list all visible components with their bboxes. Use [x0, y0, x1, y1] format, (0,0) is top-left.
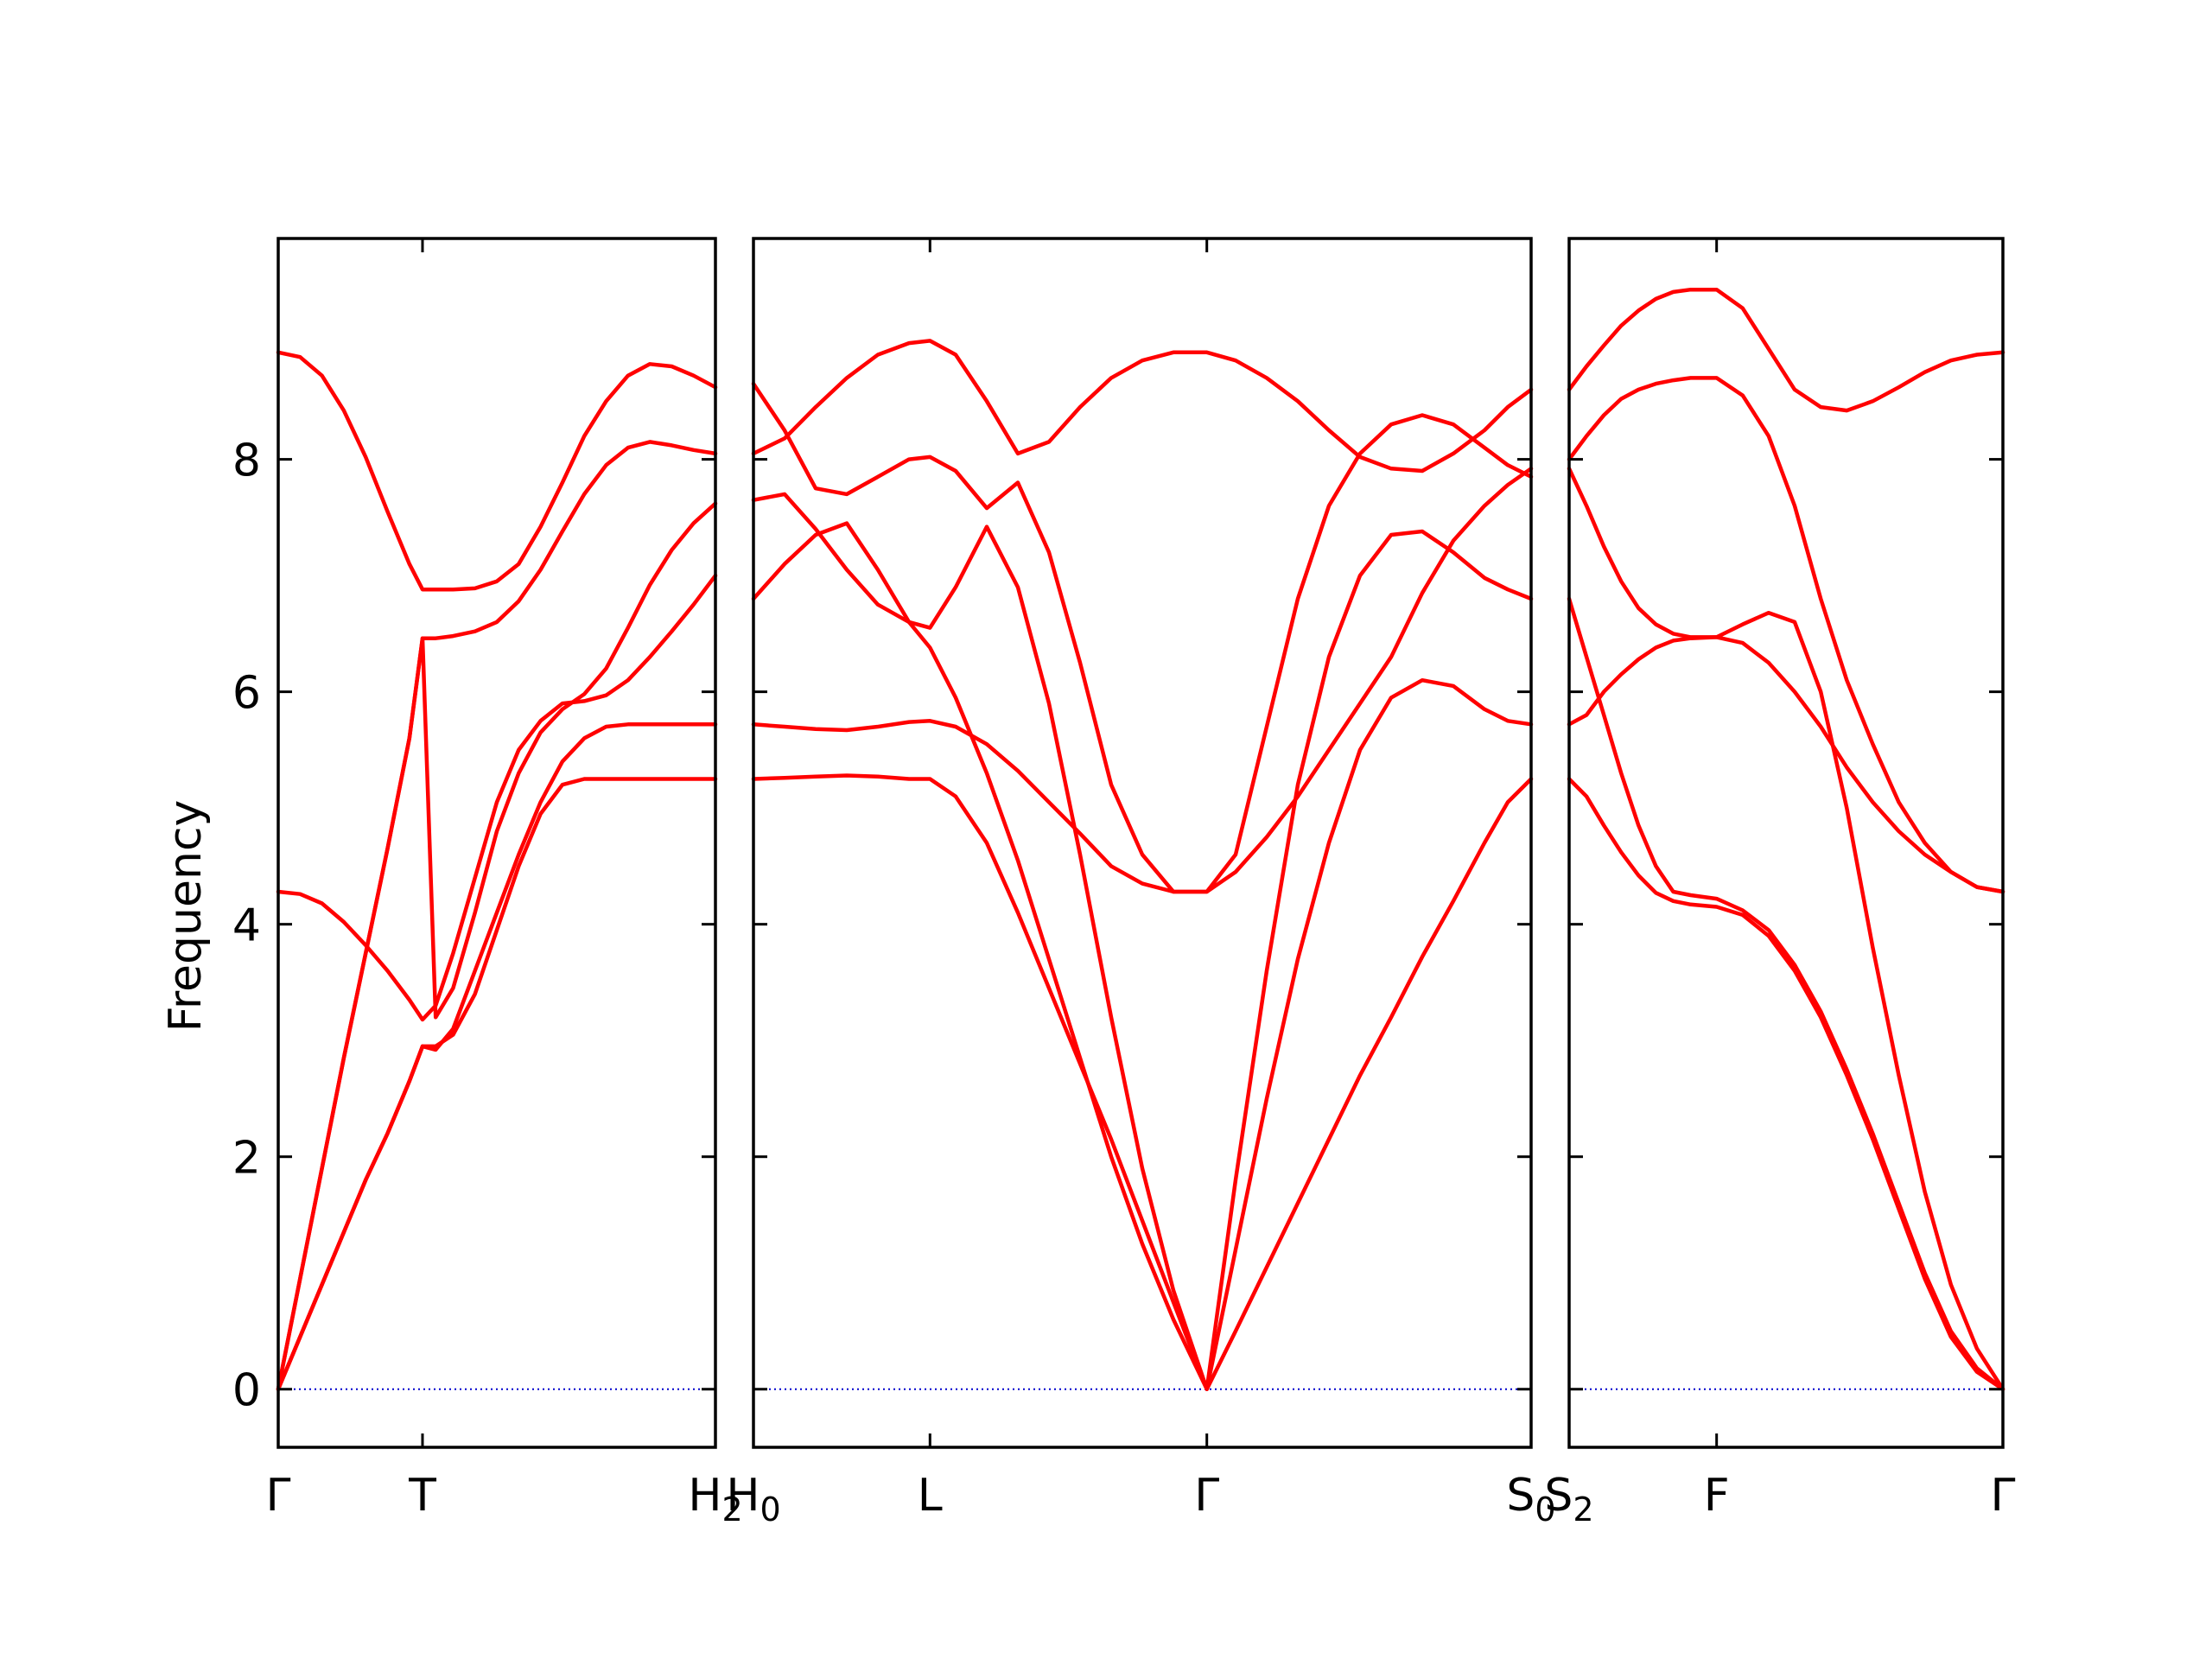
panel-frame: [276, 237, 717, 1449]
x-tick-label: Γ: [266, 1470, 291, 1522]
x-tick-label: S2: [1544, 1470, 1593, 1529]
x-tick-label: H2: [688, 1470, 742, 1529]
x-tick-label: L: [918, 1470, 943, 1522]
y-tick-label: 4: [232, 900, 261, 952]
band-4: [1567, 376, 2005, 894]
y-tick-label: 0: [232, 1365, 261, 1417]
x-tick-label: Γ: [1194, 1470, 1219, 1522]
y-axis-label: Frequency: [160, 800, 212, 1033]
band-0: [1567, 777, 2005, 1391]
band-5: [751, 339, 1534, 474]
x-tick-label: H0: [726, 1470, 780, 1529]
band-1: [1567, 596, 2005, 1391]
x-tick-label: Γ: [1991, 1470, 2016, 1522]
panel-2: S2 F Γ: [1544, 237, 2016, 1529]
panel-frame: [752, 237, 1533, 1449]
band-2: [1567, 635, 2005, 894]
band-3: [751, 492, 1534, 1391]
band-3: [1567, 467, 2005, 1391]
panel-1: H0 L Γ S0: [726, 237, 1556, 1529]
band-1: [276, 722, 718, 1391]
band-2: [276, 573, 718, 1022]
panel-0: Γ T H2: [266, 237, 743, 1529]
band-0: [276, 777, 718, 1391]
x-tick-label: F: [1704, 1470, 1730, 1522]
y-tick-labels: 0 2 4 6 8: [232, 435, 261, 1417]
band-4: [276, 350, 718, 592]
band-5: [1567, 287, 2005, 413]
band-1: [751, 467, 1534, 894]
y-tick-label: 6: [232, 668, 261, 720]
band-5: [276, 501, 718, 1391]
y-tick-label: 8: [232, 435, 261, 487]
x-tick-label: S0: [1506, 1470, 1555, 1529]
band-4: [751, 381, 1534, 894]
panel-frame: [1567, 237, 2005, 1449]
band-0: [751, 773, 1534, 1391]
y-tick-label: 2: [232, 1133, 261, 1185]
band-2: [751, 521, 1534, 1391]
x-tick-label: T: [408, 1470, 436, 1522]
